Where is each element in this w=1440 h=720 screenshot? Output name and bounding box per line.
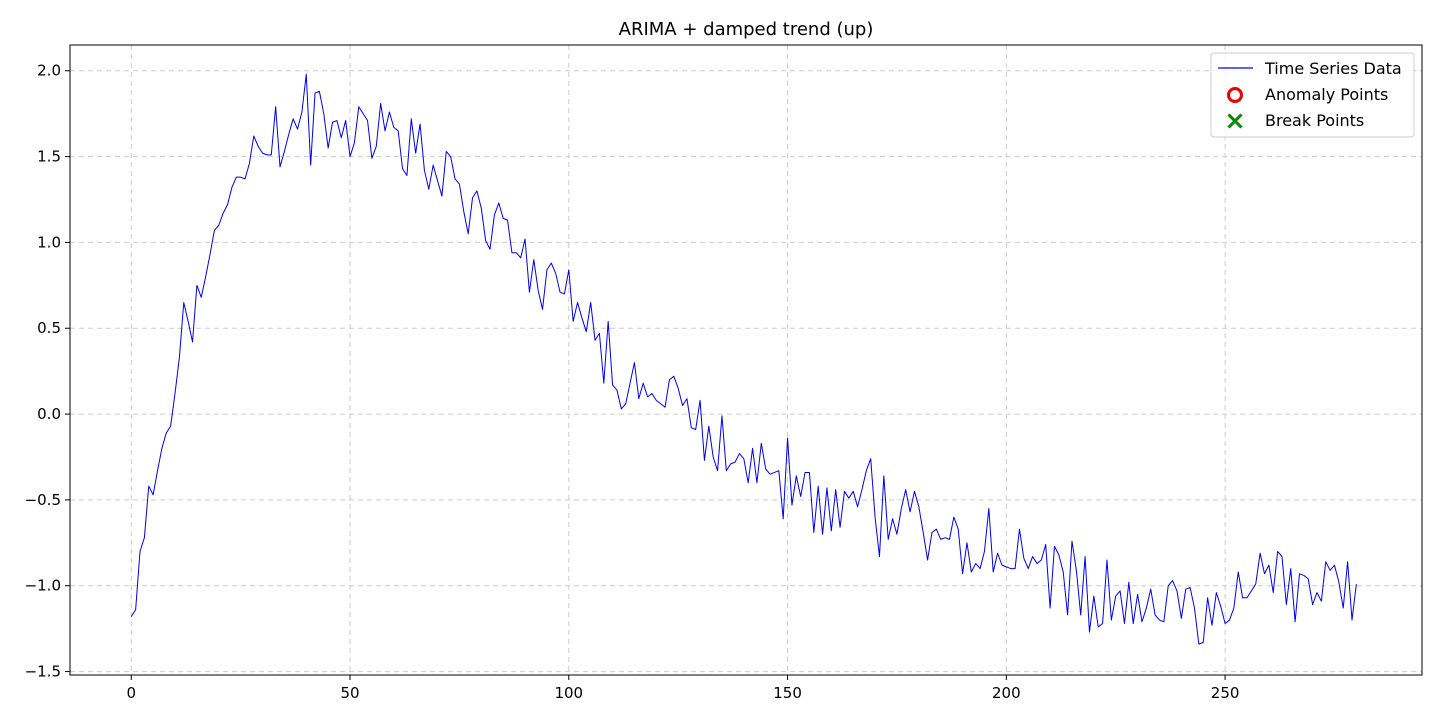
y-tick-label: 0.0 [37, 405, 61, 423]
y-tick-label: 2.0 [37, 62, 61, 80]
series-line-time-series [130, 73, 1357, 645]
x-tick-label: 100 [554, 684, 583, 702]
chart-title: ARIMA + damped trend (up) [619, 19, 874, 40]
y-tick-label: 0.5 [37, 319, 61, 337]
legend-box [1210, 52, 1415, 138]
legend-label-break: Break Points [1265, 111, 1364, 130]
legend-break-marker [1227, 113, 1243, 129]
series-layer [130, 73, 1357, 645]
legend-label-time-series: Time Series Data [1264, 59, 1402, 78]
x-tick-label: 50 [340, 684, 359, 702]
x-tick-label: 200 [992, 684, 1021, 702]
x-tick-label: 150 [773, 684, 802, 702]
legend-label-anomaly: Anomaly Points [1265, 85, 1388, 104]
legend: Time Series Data Anomaly Points Break Po… [1210, 52, 1415, 138]
ticks: 0 50 100 150 200 250 −1.5 −1.0 −0.5 0.0 0.5 1.0 1.5 2… [25, 62, 1240, 702]
y-tick-label: −1.5 [25, 663, 61, 681]
plot-frame [69, 44, 1423, 676]
y-tick-label: −0.5 [25, 491, 61, 509]
x-tick-label: 250 [1211, 684, 1240, 702]
grid [70, 45, 1422, 675]
y-tick-label: 1.0 [37, 233, 61, 251]
x-tick-label: 0 [126, 684, 136, 702]
y-tick-label: −1.0 [25, 577, 61, 595]
legend-anomaly-marker [1227, 87, 1243, 103]
y-tick-label: 1.5 [37, 148, 61, 166]
